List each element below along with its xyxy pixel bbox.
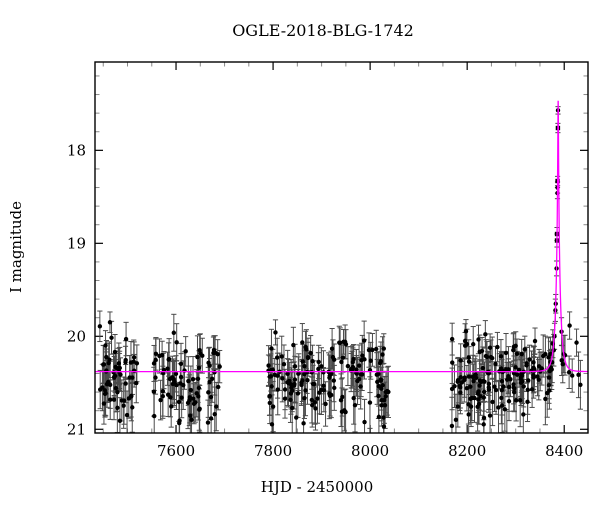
major-ticks <box>95 62 588 433</box>
y-tick-label: 18 <box>67 141 86 159</box>
plot-frame <box>94 61 589 434</box>
error-bars <box>97 106 583 433</box>
x-tick-label: 7800 <box>254 442 292 460</box>
x-tick-label: 7600 <box>157 442 195 460</box>
y-tick-label: 19 <box>67 234 86 252</box>
y-tick-label: 21 <box>67 420 86 438</box>
y-tick-label: 20 <box>67 327 86 345</box>
tick-labels: 7600 7800 8000 8200 8400 18 19 20 21 <box>67 141 583 460</box>
x-axis-label: HJD - 2450000 <box>260 478 374 496</box>
x-tick-label: 8200 <box>448 442 486 460</box>
data-points <box>97 108 583 429</box>
x-tick-label: 8400 <box>545 442 583 460</box>
x-tick-label: 8000 <box>351 442 389 460</box>
chart-title: OGLE-2018-BLG-1742 <box>232 21 414 40</box>
model-curve <box>95 100 588 373</box>
